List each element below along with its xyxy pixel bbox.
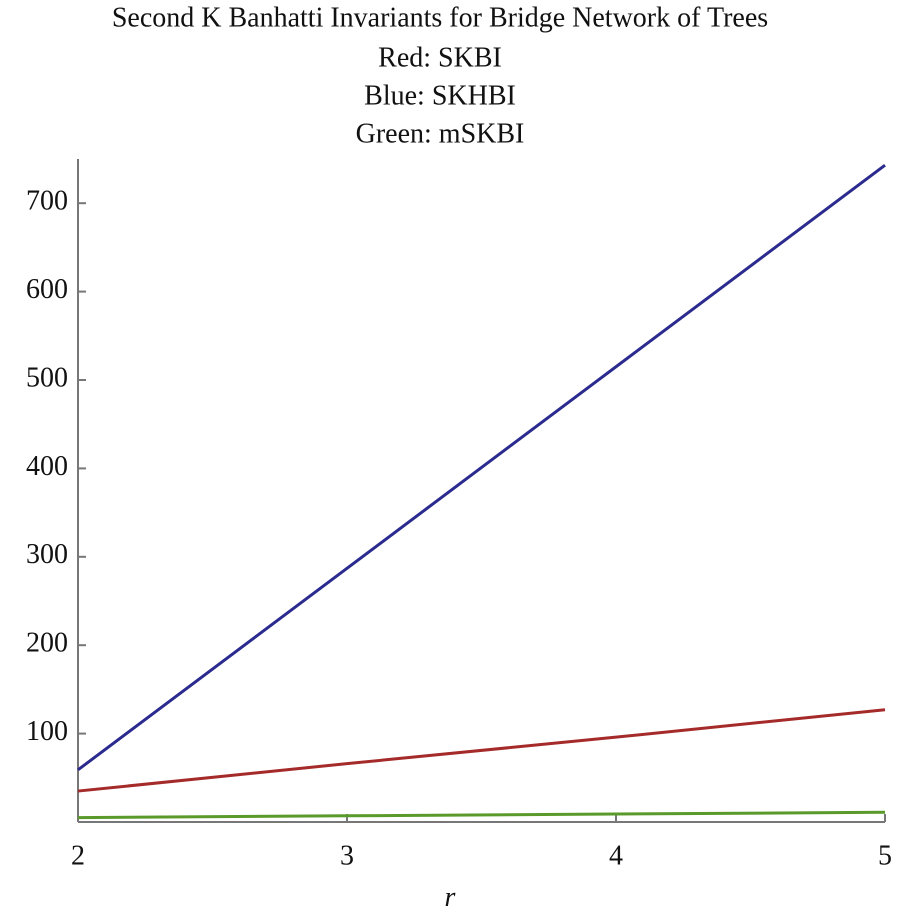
y-tick-label: 600 bbox=[26, 274, 68, 305]
y-tick-label: 300 bbox=[26, 539, 68, 570]
x-tick-label: 4 bbox=[609, 840, 623, 871]
y-tick-label: 200 bbox=[26, 628, 68, 659]
legend-entry: Green: mSKBI bbox=[356, 118, 525, 149]
y-tick-label: 400 bbox=[26, 451, 68, 482]
legend-entry: Red: SKBI bbox=[378, 42, 502, 73]
y-tick-label: 100 bbox=[26, 716, 68, 747]
series-line bbox=[77, 163, 886, 772]
y-tick-label: 500 bbox=[26, 362, 68, 393]
x-tick-label: 5 bbox=[878, 840, 892, 871]
y-tick-label: 700 bbox=[26, 186, 68, 217]
series-line bbox=[77, 810, 886, 820]
x-tick-label: 3 bbox=[340, 840, 354, 871]
x-tick-label: 2 bbox=[71, 840, 85, 871]
x-axis-label: r bbox=[445, 882, 456, 911]
chart-title: Second K Banhatti Invariants for Bridge … bbox=[112, 2, 768, 33]
series-line bbox=[77, 708, 886, 793]
legend-entry: Blue: SKHBI bbox=[364, 80, 516, 111]
